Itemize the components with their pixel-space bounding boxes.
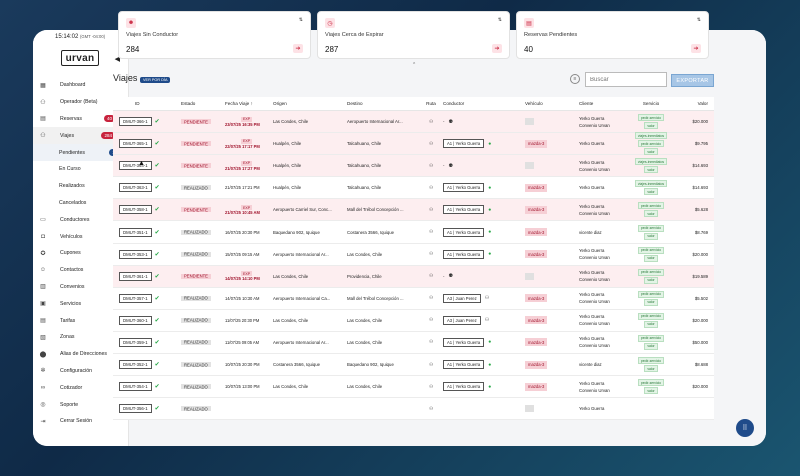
chevron-down-icon[interactable]: ⌄ (118, 367, 123, 374)
operator-icon: ⚇ (40, 99, 46, 106)
sidebar-item-label: Pendientes (59, 149, 85, 156)
servicios-icon: ▣ (40, 301, 46, 308)
sidebar-item-contactos[interactable]: ☺ Contactos (33, 262, 129, 279)
chevron-down-icon[interactable]: ⌄ (118, 115, 123, 122)
summary-card: ◷ ⇅ Viajes Cerca de Expirar 287 ➔ (317, 11, 510, 59)
sidebar-item-label: Servicios (60, 300, 82, 307)
sidebar-item-conductores[interactable]: ▭ Conductores ▯ (33, 211, 129, 228)
sidebar-item-operador-beta[interactable]: ⚇ Operador (Beta) (33, 94, 129, 111)
viajes-icon: ⚇ (40, 133, 46, 140)
sort-icon[interactable]: ⇅ (696, 17, 701, 23)
summary-card: ☻ ⇅ Viajes Sin Conductor 284 ➔ (118, 11, 311, 59)
urvan-logo: urvan (61, 50, 99, 66)
sidebar-item-pendientes[interactable]: Pendientes 287 (33, 144, 129, 161)
summary-cards: ☻ ⇅ Viajes Sin Conductor 284 ➔ ◷ ⇅ Viajes… (118, 11, 709, 59)
count-badge: 40 (103, 115, 115, 123)
link-icon: ∞ (40, 384, 46, 391)
sidebar-item-label: Dashboard (60, 82, 86, 89)
coupon-icon: ✪ (40, 250, 46, 257)
location-icon: ⬤ (39, 351, 47, 358)
sidebar-nav: ▦ Dashboard ⚇ Operador (Beta) ▤ Reservas 40 ⌄ ⚇ V… (33, 77, 129, 430)
arrow-right-icon[interactable]: ➔ (691, 44, 701, 53)
car-icon: ◘ (41, 233, 45, 240)
sidebar-item-label: Reservas (60, 115, 82, 122)
sidebar-item-cupones[interactable]: ✪ Cupones (33, 245, 129, 262)
gear-icon: ✲ (40, 368, 46, 375)
sidebar-item-label: Configuración (60, 367, 93, 374)
card-title: Viajes Cerca de Expirar (325, 32, 384, 38)
logout-icon: ⇥ (40, 418, 46, 425)
sidebar-item-label: Soporte (60, 401, 79, 408)
sidebar-item-label: Cupones (60, 250, 81, 257)
sidebar-item-configuraci-n[interactable]: ✲ Configuración ⌄ (33, 363, 129, 380)
arrow-right-icon[interactable]: ➔ (293, 44, 303, 53)
reservas-icon: ▤ (40, 116, 46, 123)
main-content (129, 30, 766, 446)
card-value: 40 (524, 45, 533, 54)
list-icon: ▤ (524, 18, 534, 28)
sidebar-item-cotizador[interactable]: ∞ Cotizador (33, 379, 129, 396)
app-window: 15:14:02 (GMT -04:00) urvan ◀ ▦ Dashboard… (33, 30, 766, 446)
count-badge: 284 (101, 132, 115, 140)
contacts-icon: ☺ (39, 267, 47, 274)
sidebar-item-label: Viajes (60, 132, 75, 139)
count-badge: 287 (109, 149, 123, 157)
sidebar-item-label: Convenios (60, 283, 85, 290)
clock-icon: ◷ (325, 18, 335, 28)
collapse-sidebar-icon[interactable]: ◀ (114, 56, 120, 63)
sidebar-item-tarifas[interactable]: ▤ Tarifas (33, 312, 129, 329)
sidebar-item-label: Cerrar Sesión (60, 418, 93, 425)
sidebar-item-label: Operador (Beta) (60, 99, 98, 106)
sidebar: 15:14:02 (GMT -04:00) urvan ◀ ▦ Dashboard… (33, 30, 129, 446)
sidebar-item-servicios[interactable]: ▣ Servicios (33, 295, 129, 312)
card-value: 287 (325, 45, 339, 54)
dashboard-icon: ▦ (40, 82, 46, 89)
zonas-icon: ▧ (40, 334, 46, 341)
card-title: Reservas Pendientes (524, 32, 578, 38)
arrow-right-icon[interactable]: ➔ (492, 44, 502, 53)
map-icon[interactable]: ▯ (120, 216, 123, 223)
sidebar-item-label: Contactos (60, 267, 84, 274)
card-value: 284 (126, 45, 140, 54)
sidebar-item-realizados[interactable]: Realizados (33, 178, 129, 195)
summary-card: ▤ ⇅ Reservas Pendientes 40 ➔ (516, 11, 709, 59)
conductores-icon: ▭ (40, 217, 46, 224)
sidebar-item-alias-de-direcciones[interactable]: ⬤ Alias de Direcciones (33, 346, 129, 363)
sidebar-item-label: Cotizador (60, 384, 83, 391)
sidebar-item-label: En Curso (59, 166, 81, 173)
chevron-up-icon[interactable]: ⌃ (118, 132, 123, 139)
sidebar-item-zonas[interactable]: ▧ Zonas (33, 329, 129, 346)
person-add-icon: ☻ (126, 18, 136, 28)
card-title: Viajes Sin Conductor (126, 32, 179, 38)
sort-icon[interactable]: ⇅ (497, 17, 502, 23)
sidebar-item-viajes[interactable]: ⚇ Viajes 284 ⌃ (33, 127, 129, 145)
sidebar-item-veh-culos[interactable]: ◘ Vehículos (33, 228, 129, 245)
sidebar-item-label: Conductores (60, 216, 90, 223)
sidebar-item-label: Tarifas (60, 317, 76, 324)
sidebar-item-cerrar-sesi-n[interactable]: ⇥ Cerrar Sesión (33, 413, 129, 430)
sidebar-item-label: Cancelados (59, 199, 87, 206)
sidebar-item-label: Realizados (59, 183, 85, 190)
sidebar-item-cancelados[interactable]: Cancelados (33, 195, 129, 212)
clock: 15:14:02 (GMT -04:00) (55, 34, 106, 40)
sidebar-item-reservas[interactable]: ▤ Reservas 40 ⌄ (33, 111, 129, 128)
sidebar-item-soporte[interactable]: ◎ Soporte (33, 396, 129, 413)
convenios-icon: ▥ (40, 284, 46, 291)
sidebar-item-dashboard[interactable]: ▦ Dashboard (33, 77, 129, 94)
support-icon: ◎ (40, 402, 46, 409)
sidebar-item-label: Vehículos (60, 233, 83, 240)
sidebar-item-convenios[interactable]: ▥ Convenios (33, 279, 129, 296)
sidebar-item-label: Alias de Direcciones (60, 351, 107, 358)
sidebar-item-en-curso[interactable]: En Curso (33, 161, 129, 178)
sidebar-item-label: Zonas (60, 334, 75, 341)
tarifas-icon: ▤ (40, 318, 46, 325)
sort-icon[interactable]: ⇅ (298, 17, 303, 23)
